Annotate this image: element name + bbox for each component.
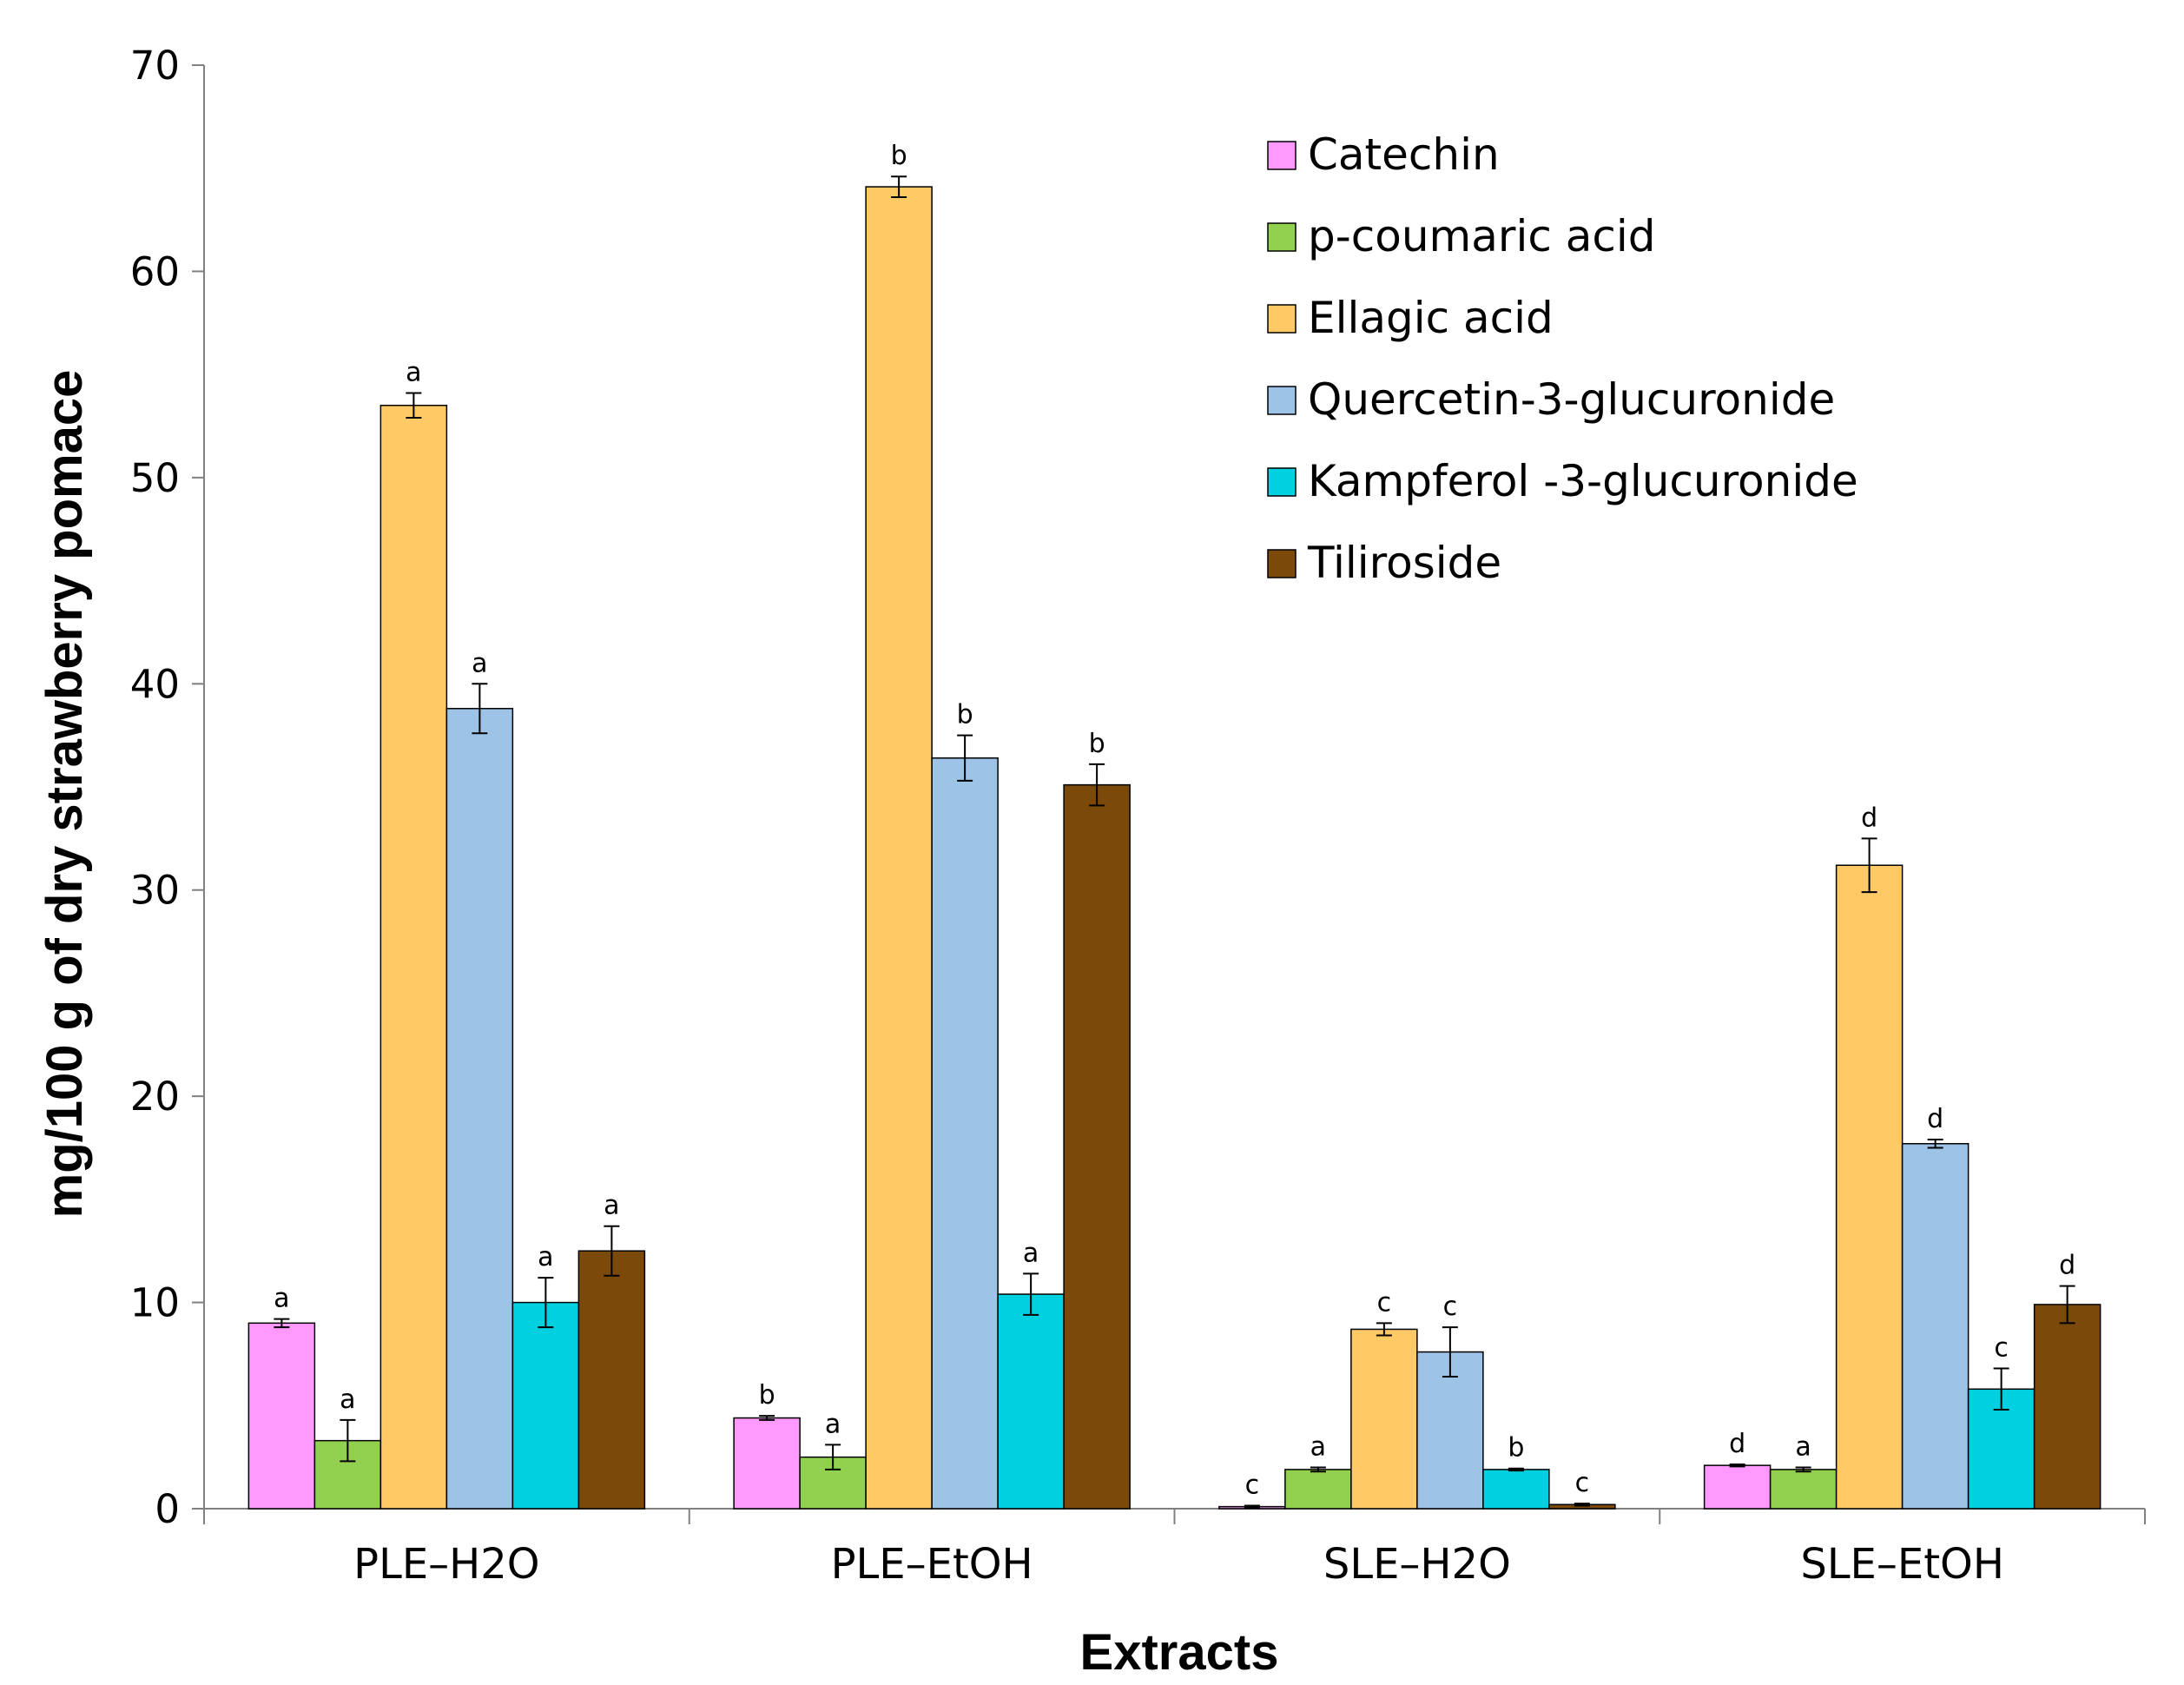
bar	[247, 1322, 316, 1510]
legend-label: Kampferol -3-glucuronide	[1308, 456, 1858, 506]
legend-swatch	[1267, 304, 1297, 334]
legend-swatch	[1267, 386, 1297, 415]
significance-label: a	[1310, 1432, 1326, 1463]
bar	[1901, 1143, 1970, 1510]
significance-label: d	[1927, 1104, 1943, 1134]
bar	[1769, 1469, 1838, 1510]
series-ellagic-acid: a b c d	[379, 141, 1904, 1510]
significance-label: a	[1023, 1238, 1039, 1268]
significance-label: b	[759, 1380, 775, 1411]
significance-label: c	[1377, 1287, 1392, 1318]
significance-label: d	[1729, 1429, 1745, 1459]
bar	[379, 405, 448, 1510]
y-tick-label: 0	[155, 1486, 180, 1532]
bar	[1063, 783, 1131, 1510]
bar	[931, 757, 999, 1510]
x-category-label: PLE–EtOH	[831, 1540, 1033, 1589]
significance-label: b	[1508, 1433, 1524, 1464]
y-axis: 0 10 20 30 40 50 60 70	[130, 43, 205, 1532]
legend-label: Ellagic acid	[1308, 293, 1554, 343]
legend-item: Catechin	[1267, 129, 1500, 180]
bar	[511, 1301, 580, 1510]
legend-item: Kampferol -3-glucuronide	[1267, 456, 1858, 506]
legend: Catechin p-coumaric acid Ellagic acid Querc…	[1267, 129, 1858, 588]
legend-item: Tiliroside	[1267, 538, 1501, 588]
significance-label: d	[2059, 1251, 2075, 1281]
significance-label: a	[1795, 1432, 1811, 1463]
bar	[2033, 1304, 2102, 1510]
bar	[1482, 1469, 1550, 1510]
significance-label: b	[957, 700, 973, 730]
bar	[865, 186, 933, 1510]
legend-label: Quercetin-3-glucuronide	[1308, 374, 1835, 425]
y-tick-label: 40	[130, 661, 180, 707]
significance-label: c	[1443, 1292, 1458, 1322]
series-p-coumaric-acid: a a a a	[313, 1384, 1838, 1510]
significance-label: c	[1245, 1470, 1260, 1500]
x-category-label: PLE–H2O	[353, 1540, 539, 1589]
significance-label: a	[274, 1284, 289, 1314]
series-catechin: a b c d	[247, 1284, 1772, 1510]
significance-label: c	[1994, 1333, 2009, 1364]
bar	[445, 708, 514, 1510]
x-category-label: SLE–EtOH	[1800, 1540, 2004, 1589]
y-tick-label: 10	[130, 1280, 180, 1326]
significance-label: b	[891, 141, 907, 171]
bar-series-group: a b c d a a a a a b c d a b c d a a b c a b c d	[247, 141, 2102, 1510]
significance-label: a	[604, 1191, 619, 1221]
significance-label: c	[1575, 1468, 1590, 1498]
significance-label: a	[340, 1384, 355, 1415]
legend-item: Quercetin-3-glucuronide	[1267, 374, 1835, 425]
bar	[997, 1293, 1065, 1510]
legend-swatch	[1267, 141, 1297, 170]
legend-item: p-coumaric acid	[1267, 211, 1656, 261]
significance-label: d	[1861, 803, 1877, 833]
significance-label: b	[1089, 729, 1105, 759]
y-tick-label: 70	[130, 43, 180, 89]
y-tick-label: 30	[130, 868, 180, 914]
series-tiliroside: a b c d	[577, 729, 2102, 1510]
y-tick-label: 60	[130, 248, 180, 294]
legend-swatch	[1267, 467, 1297, 497]
y-tick-label: 20	[130, 1074, 180, 1120]
x-category-label: SLE–H2O	[1323, 1540, 1511, 1589]
bar	[1284, 1469, 1352, 1510]
series-kampferol-3-glucuronide: a a b c	[511, 1238, 2036, 1510]
bar	[1835, 864, 1904, 1510]
x-axis-title: Extracts	[1080, 1624, 1279, 1681]
bar	[1416, 1351, 1484, 1510]
bar	[1703, 1464, 1772, 1510]
significance-label: a	[538, 1242, 553, 1272]
legend-swatch	[1267, 549, 1297, 578]
series-quercetin-3-glucuronide: a b c d	[445, 648, 1970, 1510]
bar	[733, 1417, 801, 1510]
significance-label: a	[406, 358, 421, 388]
y-tick-label: 50	[130, 455, 180, 501]
legend-label: p-coumaric acid	[1308, 211, 1656, 261]
legend-swatch	[1267, 222, 1297, 252]
legend-label: Tiliroside	[1307, 538, 1501, 588]
bar	[577, 1250, 646, 1510]
significance-label: a	[472, 648, 487, 678]
bar	[1350, 1328, 1418, 1510]
significance-label: a	[825, 1409, 841, 1439]
legend-item: Ellagic acid	[1267, 293, 1554, 343]
y-axis-title: mg/100 g of dry strawberry pomace	[36, 370, 93, 1219]
legend-label: Catechin	[1308, 129, 1500, 180]
x-axis: PLE–H2O PLE–EtOH SLE–H2O SLE–EtOH	[203, 1508, 2146, 1589]
